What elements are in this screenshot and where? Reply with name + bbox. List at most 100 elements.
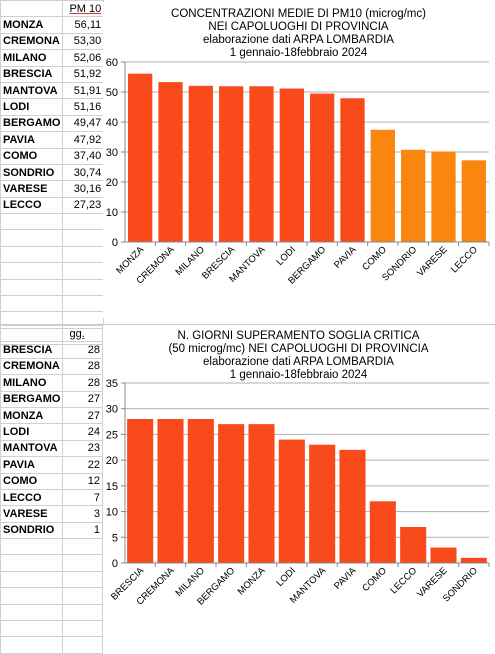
- empty-row: [0, 603, 103, 622]
- x-tick-label: COMO: [360, 565, 389, 594]
- city-cell[interactable]: CREMONA: [0, 357, 64, 376]
- value-cell[interactable]: 30,16: [62, 180, 105, 198]
- value-cell[interactable]: 52,06: [62, 49, 105, 67]
- table-row: LODI 24: [0, 423, 103, 441]
- city-cell[interactable]: LECCO: [0, 488, 64, 507]
- value-cell[interactable]: 28: [62, 374, 103, 392]
- value-cell[interactable]: 28: [62, 357, 103, 376]
- bar-varese[interactable]: [431, 151, 456, 242]
- value-cell[interactable]: 30,74: [62, 163, 105, 182]
- bar-varese[interactable]: [430, 547, 457, 563]
- value-cell[interactable]: 51,92: [62, 65, 105, 83]
- value-cell[interactable]: 12: [62, 472, 103, 490]
- city-cell[interactable]: PAVIA: [0, 131, 64, 149]
- y-tick-label: 10: [106, 207, 118, 219]
- city-cell[interactable]: MANTOVA: [0, 439, 64, 458]
- city-cell[interactable]: MILANO: [0, 374, 64, 392]
- table-row: SONDRIO 30,74: [0, 163, 105, 182]
- city-cell[interactable]: LODI: [0, 423, 64, 441]
- chart-title-line: CONCENTRAZIONI MEDIE DI PM10 (microg/mc): [171, 8, 426, 20]
- bar-brescia[interactable]: [219, 86, 244, 243]
- city-cell[interactable]: BERGAMO: [0, 114, 64, 133]
- bar-bergamo[interactable]: [310, 93, 335, 242]
- value-cell[interactable]: 51,16: [62, 98, 105, 116]
- value-cell[interactable]: 47,92: [62, 131, 105, 149]
- city-cell[interactable]: COMO: [0, 472, 64, 490]
- value-cell[interactable]: 27,23: [62, 196, 105, 215]
- bar-cremona[interactable]: [157, 419, 184, 563]
- city-cell[interactable]: SONDRIO: [0, 521, 64, 540]
- empty-row: [0, 245, 105, 264]
- city-cell[interactable]: MILANO: [0, 49, 64, 67]
- table-row: LODI 51,16: [0, 98, 105, 116]
- city-cell[interactable]: BRESCIA: [0, 65, 64, 83]
- bar-como[interactable]: [369, 501, 396, 563]
- chart-title-line: NEI CAPOLUOGHI DI PROVINCIA: [208, 21, 389, 33]
- value-cell[interactable]: 7: [62, 488, 103, 507]
- empty-row: [0, 636, 103, 654]
- empty-row: [0, 587, 103, 605]
- bar-monza[interactable]: [128, 73, 153, 242]
- value-cell[interactable]: 49,47: [62, 114, 105, 133]
- city-cell[interactable]: VARESE: [0, 180, 64, 198]
- bar-mantova[interactable]: [249, 86, 274, 243]
- table-row: CREMONA 28: [0, 357, 103, 376]
- city-cell[interactable]: BERGAMO: [0, 390, 64, 408]
- bar-milano[interactable]: [188, 85, 213, 242]
- x-tick-label: COMO: [360, 244, 389, 273]
- value-cell[interactable]: 3: [62, 505, 103, 523]
- value-cell[interactable]: 24: [62, 423, 103, 441]
- value-cell[interactable]: 27: [62, 390, 103, 408]
- bar-lodi[interactable]: [279, 88, 304, 243]
- bar-sondrio[interactable]: [460, 557, 487, 563]
- bar-como[interactable]: [370, 129, 395, 242]
- city-cell[interactable]: VARESE: [0, 505, 64, 523]
- bar-monza[interactable]: [248, 424, 275, 563]
- city-cell[interactable]: BRESCIA: [0, 341, 64, 359]
- table-row: LECCO 27,23: [0, 196, 105, 215]
- bar-lodi[interactable]: [278, 439, 305, 563]
- x-tick-label: PAVIA: [332, 565, 359, 592]
- city-cell[interactable]: CREMONA: [0, 32, 64, 51]
- bar-mantova[interactable]: [309, 444, 336, 563]
- x-tick-label: LODI: [274, 244, 297, 267]
- bar-lecco[interactable]: [461, 160, 486, 242]
- table-row: SONDRIO 1: [0, 521, 103, 540]
- x-tick-label: VARESE: [415, 244, 450, 279]
- city-cell[interactable]: COMO: [0, 147, 64, 165]
- bar-bergamo[interactable]: [218, 424, 245, 563]
- city-cell[interactable]: MANTOVA: [0, 81, 64, 100]
- city-cell[interactable]: MONZA: [0, 16, 64, 34]
- value-cell[interactable]: 28: [62, 341, 103, 359]
- bar-cremona[interactable]: [158, 82, 183, 242]
- chart-title-line: N. GIORNI SUPERAMENTO SOGLIA CRITICA: [177, 330, 420, 342]
- chart-title-line: 1 gennaio-18febbraio 2024: [229, 369, 368, 381]
- city-cell[interactable]: MONZA: [0, 406, 64, 425]
- value-cell[interactable]: 56,11: [62, 16, 105, 34]
- city-cell[interactable]: PAVIA: [0, 456, 64, 474]
- empty-row: [0, 554, 103, 572]
- bar-brescia[interactable]: [127, 419, 154, 563]
- bar-pavia[interactable]: [340, 98, 365, 243]
- city-cell[interactable]: LODI: [0, 98, 64, 116]
- value-cell[interactable]: 1: [62, 521, 103, 540]
- table-row: MILANO 28: [0, 374, 103, 392]
- city-cell[interactable]: LECCO: [0, 196, 64, 215]
- bar-pavia[interactable]: [339, 449, 366, 563]
- table-row: MANTOVA 23: [0, 439, 103, 458]
- value-cell[interactable]: 51,91: [62, 81, 105, 100]
- days-chart-svg: 05101520253035BRESCIACREMONAMILANOBERGAM…: [106, 378, 490, 607]
- bar-lecco[interactable]: [400, 527, 427, 563]
- pm10-table: PM 10 MONZA 56,11 CREMONA 53,30 MILANO 52,06 BR…: [0, 0, 105, 346]
- value-cell[interactable]: 53,30: [62, 32, 105, 51]
- value-cell[interactable]: 37,40: [62, 147, 105, 165]
- value-cell[interactable]: 22: [62, 456, 103, 474]
- city-cell[interactable]: SONDRIO: [0, 163, 64, 182]
- value-cell[interactable]: 27: [62, 406, 103, 425]
- value-cell[interactable]: 23: [62, 439, 103, 458]
- bar-sondrio[interactable]: [401, 149, 426, 242]
- bar-milano[interactable]: [187, 419, 214, 563]
- table-row: CREMONA 53,30: [0, 32, 105, 51]
- days-table: gg. BRESCIA 28 CREMONA 28 MILANO 28 BERGAMO 27 MO…: [0, 324, 103, 654]
